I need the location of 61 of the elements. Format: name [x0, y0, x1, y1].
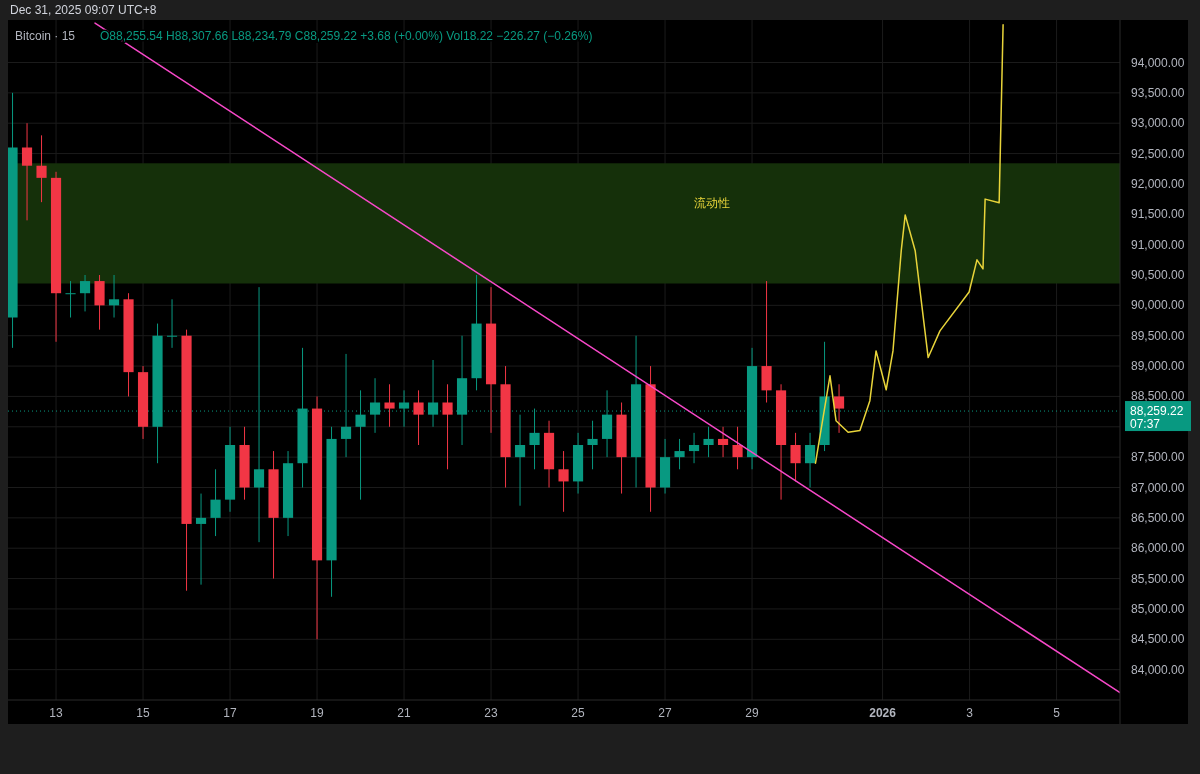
y-tick-label: 90,500.00 — [1131, 268, 1185, 282]
y-tick-label: 85,000.00 — [1131, 601, 1185, 616]
y-tick-label: 86,000.00 — [1131, 541, 1185, 556]
candlestick — [717, 426, 729, 458]
y-tick-label: 89,500.00 — [1131, 328, 1185, 343]
x-tick-label: 2026 — [869, 706, 897, 720]
candlestick — [384, 383, 395, 428]
candlestick — [833, 383, 845, 434]
x-tick-label: 17 — [223, 706, 238, 720]
candlestick — [21, 122, 33, 221]
x-tick-label: 19 — [310, 706, 325, 720]
y-tick-label: 91,500.00 — [1131, 207, 1185, 222]
y-tick-label: 85,500.00 — [1131, 571, 1185, 586]
candlestick — [790, 432, 801, 482]
candlestick — [195, 493, 207, 586]
y-tick-label: 87,000.00 — [1131, 480, 1185, 495]
text: 07:37 — [1130, 417, 1161, 432]
y-tick-label: 91,000.00 — [1131, 237, 1185, 252]
y-tick-label: 88,500.00 — [1131, 389, 1185, 404]
y-tick-label: 93,500.00 — [1131, 85, 1185, 100]
y-tick-label: 94,000.00 — [1131, 55, 1185, 70]
x-tick-label: 13 — [49, 706, 64, 720]
candlestick — [108, 274, 120, 318]
candlestick — [36, 134, 47, 203]
candlestick — [587, 420, 598, 470]
candlestick — [674, 438, 685, 470]
y-tick-label: 89,000.00 — [1131, 359, 1185, 374]
candlestick — [442, 383, 453, 470]
candlestick — [688, 432, 700, 464]
candlestick — [427, 359, 439, 428]
candlestick — [166, 298, 178, 349]
candlestick — [703, 426, 714, 458]
x-tick-label: 29 — [745, 706, 760, 720]
x-tick-label: 15 — [136, 706, 151, 720]
y-tick-label: 93,000.00 — [1131, 116, 1185, 131]
candlestick — [558, 450, 569, 513]
candlestick — [732, 426, 743, 470]
x-tick-label: 23 — [484, 706, 499, 720]
y-tick-label: 90,000.00 — [1131, 298, 1185, 313]
candlestick — [804, 432, 816, 488]
candlestick — [65, 280, 76, 318]
y-tick-label: 87,500.00 — [1131, 450, 1185, 465]
candlestick — [355, 389, 366, 501]
y-tick-label: 92,000.00 — [1131, 176, 1185, 191]
text: Dec 31, 2025 09:07 UTC+8 — [10, 3, 157, 17]
x-tick-label: 3 — [966, 706, 974, 720]
band-label: 流动性 — [694, 196, 730, 211]
ref-line-label: 88,259.22 — [1130, 404, 1184, 419]
x-tick-label: 5 — [1053, 706, 1061, 720]
x-tick-label: 25 — [571, 706, 586, 720]
y-tick-label: 84,000.00 — [1131, 662, 1185, 677]
x-tick-label: 21 — [397, 706, 412, 720]
y-tick-label: 86,500.00 — [1131, 510, 1185, 525]
candlestick — [413, 389, 424, 446]
candlestick — [79, 274, 91, 312]
candlestick — [514, 414, 526, 507]
candlestick — [210, 468, 221, 537]
x-tick-label: 27 — [658, 706, 673, 720]
y-tick-label: 92,500.00 — [1131, 146, 1185, 161]
text: Bitcoin · 15 — [15, 29, 76, 43]
y-tick-label: 84,500.00 — [1131, 632, 1185, 647]
